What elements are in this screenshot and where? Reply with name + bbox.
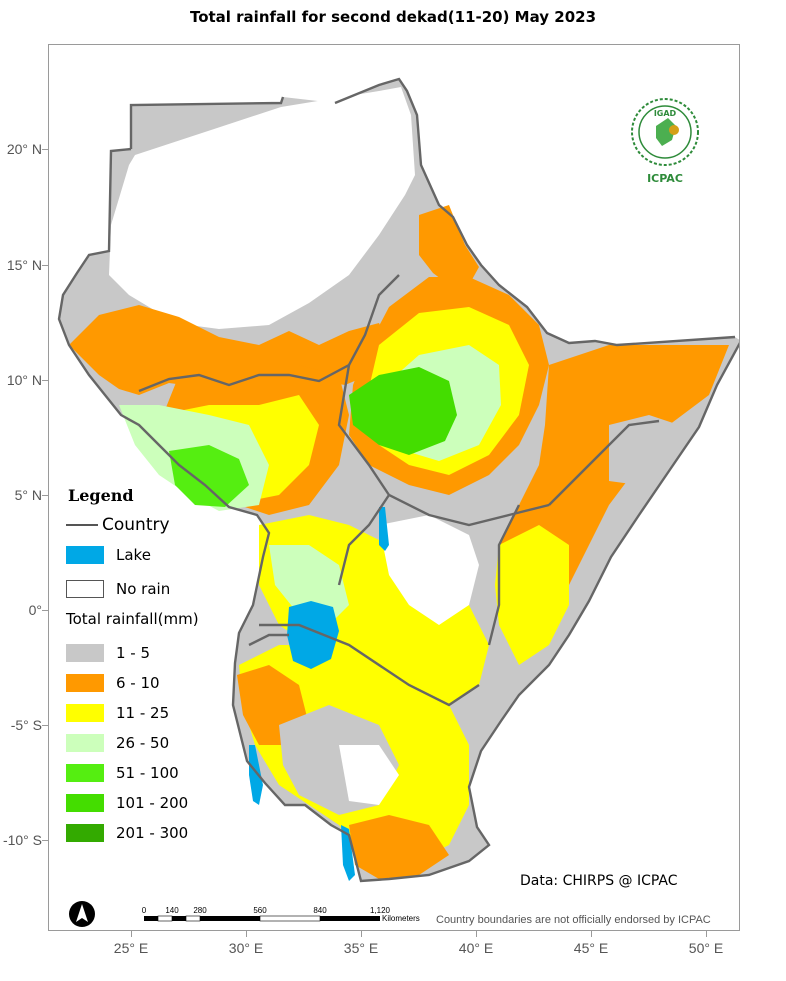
legend-lake: Lake [66, 544, 151, 566]
scale-bar: 0 140 280 560 840 1,120 Kilometers [140, 904, 440, 934]
class-swatch-1 [66, 644, 104, 662]
legend-class-3: 11 - 25 [66, 702, 169, 724]
north-arrow-icon [68, 900, 96, 928]
y-tick-5s [42, 725, 48, 726]
class-label-4: 26 - 50 [116, 734, 170, 752]
x-label-35e: 35° E [343, 940, 379, 956]
lightgreen-uganda [269, 545, 349, 625]
country-line-swatch [66, 524, 98, 526]
class-label-6: 101 - 200 [116, 794, 189, 812]
legend-country-label: Country [102, 515, 170, 535]
x-label-40e: 40° E [458, 940, 494, 956]
class-swatch-3 [66, 704, 104, 722]
class-label-5: 51 - 100 [116, 764, 179, 782]
lake-turkana [379, 507, 389, 551]
class-label-2: 6 - 10 [116, 674, 160, 692]
orange-eritrea [419, 205, 479, 285]
class-swatch-2 [66, 674, 104, 692]
y-tick-10s [42, 840, 48, 841]
scale-tick-0: 0 [142, 906, 147, 915]
x-tick-40e [476, 931, 477, 937]
boundary-disclaimer: Country boundaries are not officially en… [436, 914, 711, 926]
x-tick-30e [246, 931, 247, 937]
yellow-somalia [495, 525, 569, 665]
class-swatch-7 [66, 824, 104, 842]
legend-class-7: 201 - 300 [66, 822, 188, 844]
class-label-7: 201 - 300 [116, 824, 189, 842]
green-south-sudan [169, 445, 249, 507]
rainfall-map [57, 77, 739, 883]
y-label-15n: 15° N [6, 257, 42, 273]
scale-tick-840: 840 [313, 906, 327, 915]
legend-class-2: 6 - 10 [66, 672, 160, 694]
x-label-25e: 25° E [113, 940, 149, 956]
x-tick-45e [591, 931, 592, 937]
map-title: Total rainfall for second dekad(11-20) M… [189, 8, 597, 26]
legend-no-rain-label: No rain [116, 580, 171, 598]
legend-country: Country [66, 514, 170, 536]
orange-tanzania-south [349, 815, 449, 879]
x-label-45e: 45° E [573, 940, 609, 956]
class-swatch-6 [66, 794, 104, 812]
country-boundaries [57, 77, 739, 883]
legend-title: Legend [68, 486, 134, 505]
scale-tick-280: 280 [193, 906, 207, 915]
y-label-5s: -5° S [10, 717, 42, 733]
y-label-10s: -10° S [2, 832, 42, 848]
y-tick-5n [42, 495, 48, 496]
data-credit: Data: CHIRPS @ ICPAC [520, 873, 678, 889]
lake-victoria [287, 601, 339, 669]
no-rain-swatch [66, 580, 104, 598]
legend-class-4: 26 - 50 [66, 732, 169, 754]
y-label-5n: 5° N [14, 487, 42, 503]
y-label-0: 0° [28, 602, 42, 618]
y-label-20n: 20° N [6, 141, 42, 157]
legend-rainfall-title-text: Total rainfall(mm) [66, 610, 199, 628]
no-rain-kenya [379, 515, 479, 625]
legend-class-1: 1 - 5 [66, 642, 150, 664]
x-tick-50e [706, 931, 707, 937]
y-label-10n: 10° N [6, 372, 42, 388]
icpac-logo: IGAD ICPAC [628, 96, 702, 188]
legend-no-rain: No rain [66, 578, 170, 600]
x-label-50e: 50° E [688, 940, 724, 956]
logo-top-text: IGAD [654, 109, 677, 118]
scale-tick-140: 140 [165, 906, 179, 915]
map-frame [48, 44, 740, 931]
x-tick-35e [361, 931, 362, 937]
lake-malawi [341, 825, 355, 881]
x-tick-25e [131, 931, 132, 937]
scale-tick-560: 560 [253, 906, 267, 915]
legend-rainfall-title: Total rainfall(mm) [66, 608, 199, 630]
no-rain-north [109, 87, 415, 329]
legend-class-6: 101 - 200 [66, 792, 188, 814]
class-label-1: 1 - 5 [116, 644, 151, 662]
green-ethiopia [349, 367, 457, 455]
legend-class-5: 51 - 100 [66, 762, 179, 784]
lake-swatch [66, 546, 104, 564]
class-swatch-5 [66, 764, 104, 782]
legend-lake-label: Lake [116, 546, 151, 564]
legend: Legend Country Lake No rain Total rainfa… [60, 482, 260, 862]
x-label-30e: 30° E [228, 940, 264, 956]
y-tick-20n [42, 149, 48, 150]
scale-unit: Kilometers [382, 914, 420, 923]
y-tick-15n [42, 265, 48, 266]
lake-tanganyika [249, 745, 263, 805]
gray-somalia-patch [609, 415, 679, 485]
y-tick-0 [42, 610, 48, 611]
y-tick-10n [42, 380, 48, 381]
class-label-3: 11 - 25 [116, 704, 170, 722]
class-swatch-4 [66, 734, 104, 752]
scale-tick-1120: 1,120 [370, 906, 391, 915]
no-rain-tanzania [339, 745, 399, 805]
logo-bottom-text: ICPAC [647, 172, 683, 185]
